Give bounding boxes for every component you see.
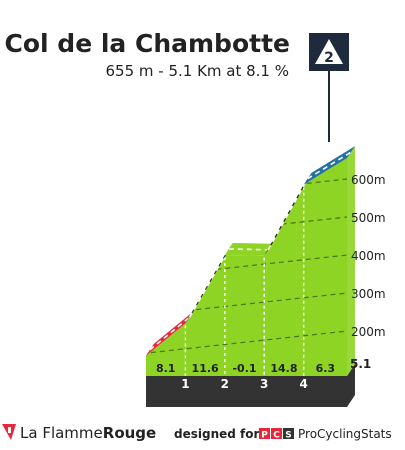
gridline-200m [150, 330, 348, 354]
road-center-line-2 [188, 248, 230, 318]
y-tick-500m: 500m [351, 211, 386, 225]
gradient-label-3: -0.1 [232, 362, 256, 375]
gridline-600m [306, 178, 348, 184]
road-center-line-4 [267, 178, 309, 251]
pcs-letter-p: P [261, 431, 268, 441]
profile-base [146, 364, 355, 407]
y-tick-300m: 300m [351, 287, 386, 301]
gridline-300m [196, 292, 348, 311]
gradient-label-4: 14.8 [270, 362, 297, 375]
designed-for-label: designed for [174, 427, 259, 441]
chart-title: Col de la Chambotte [5, 29, 291, 58]
km-marker-1: 1 [181, 377, 189, 391]
profile-end-face [347, 146, 355, 376]
gradient-label-1: 8.1 [156, 362, 176, 375]
y-tick-400m: 400m [351, 249, 386, 263]
category-badge-label: 2 [324, 50, 334, 66]
km-marker-3: 3 [260, 377, 268, 391]
brand-la-flamme: La Flamme [20, 424, 103, 442]
pcs-logo-icon: P C S [259, 428, 294, 441]
flamme-rouge-logo-icon [2, 424, 16, 440]
gridline-500m [281, 216, 348, 225]
y-tick-200m: 200m [351, 325, 386, 339]
svg-text:La FlammeRouge: La FlammeRouge [20, 424, 156, 442]
km-marker-4: 4 [299, 377, 307, 391]
gradient-label-2: 11.6 [192, 362, 219, 375]
footer: La FlammeRouge designed for P C S ProCyc… [2, 424, 392, 442]
road-center-line-3 [228, 248, 269, 251]
pcs-letter-s: S [285, 431, 291, 441]
total-distance-label: 5.1 [350, 357, 371, 371]
category-badge: 2 [309, 33, 349, 71]
chart-subtitle: 655 m - 5.1 Km at 8.1 % [105, 62, 289, 80]
brand-rouge: Rouge [103, 424, 156, 442]
road-segment-5 [303, 146, 355, 185]
km-marker-2: 2 [221, 377, 229, 391]
pcs-name: ProCyclingStats [298, 427, 392, 441]
gridline-400m [216, 254, 348, 270]
road-segment-1 [146, 311, 194, 356]
y-tick-600m: 600m [351, 173, 386, 187]
pcs-letter-c: C [273, 431, 280, 441]
profile-front-face [146, 158, 347, 376]
gradient-label-5: 6.3 [316, 362, 336, 375]
